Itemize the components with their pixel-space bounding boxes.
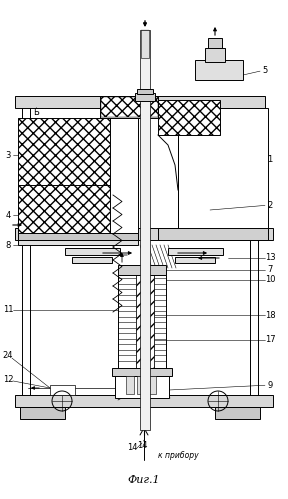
Text: 7: 7	[267, 265, 273, 274]
Text: 5: 5	[262, 65, 268, 74]
Bar	[168, 248, 223, 255]
Bar	[136, 275, 154, 370]
Text: 12: 12	[3, 376, 13, 385]
Bar	[101, 97, 158, 117]
Text: 3: 3	[5, 151, 11, 160]
Bar	[141, 30, 149, 58]
Text: 8: 8	[5, 241, 11, 250]
Text: 17: 17	[265, 335, 275, 344]
Bar	[135, 93, 155, 101]
Text: 13: 13	[265, 253, 275, 262]
Bar	[148, 376, 156, 394]
Bar	[137, 376, 145, 394]
Bar	[112, 368, 172, 376]
Text: 14: 14	[127, 444, 137, 453]
Text: Фиг.1: Фиг.1	[128, 475, 160, 485]
Bar	[178, 108, 268, 233]
Bar	[18, 185, 138, 240]
Bar	[15, 96, 265, 108]
Text: 24: 24	[3, 350, 13, 359]
Bar	[195, 60, 243, 80]
Text: 2: 2	[267, 201, 273, 210]
Bar	[18, 118, 138, 233]
Bar	[15, 228, 273, 240]
Bar	[137, 89, 153, 94]
Bar	[215, 407, 260, 419]
Bar	[205, 48, 225, 62]
Bar	[175, 257, 215, 263]
Text: 10: 10	[265, 275, 275, 284]
Text: 11: 11	[3, 305, 13, 314]
Text: Б: Б	[33, 107, 39, 116]
Bar	[110, 118, 138, 240]
Bar	[20, 407, 65, 419]
Bar	[65, 248, 120, 255]
Text: 18: 18	[265, 310, 275, 319]
Bar	[15, 395, 273, 407]
Bar	[118, 265, 166, 275]
Bar	[208, 38, 222, 48]
Bar	[72, 257, 112, 263]
Text: 1: 1	[267, 156, 273, 165]
Text: 14: 14	[137, 442, 147, 451]
Text: 4: 4	[5, 211, 11, 220]
Text: 9: 9	[267, 381, 273, 390]
Bar	[158, 100, 220, 135]
Text: к прибору: к прибору	[158, 451, 199, 460]
Bar	[140, 30, 150, 430]
Bar	[18, 233, 138, 240]
Bar	[100, 96, 158, 118]
Bar	[126, 376, 134, 394]
Bar	[158, 228, 268, 240]
Bar	[115, 376, 169, 398]
Bar	[18, 240, 138, 245]
Bar	[50, 385, 75, 395]
